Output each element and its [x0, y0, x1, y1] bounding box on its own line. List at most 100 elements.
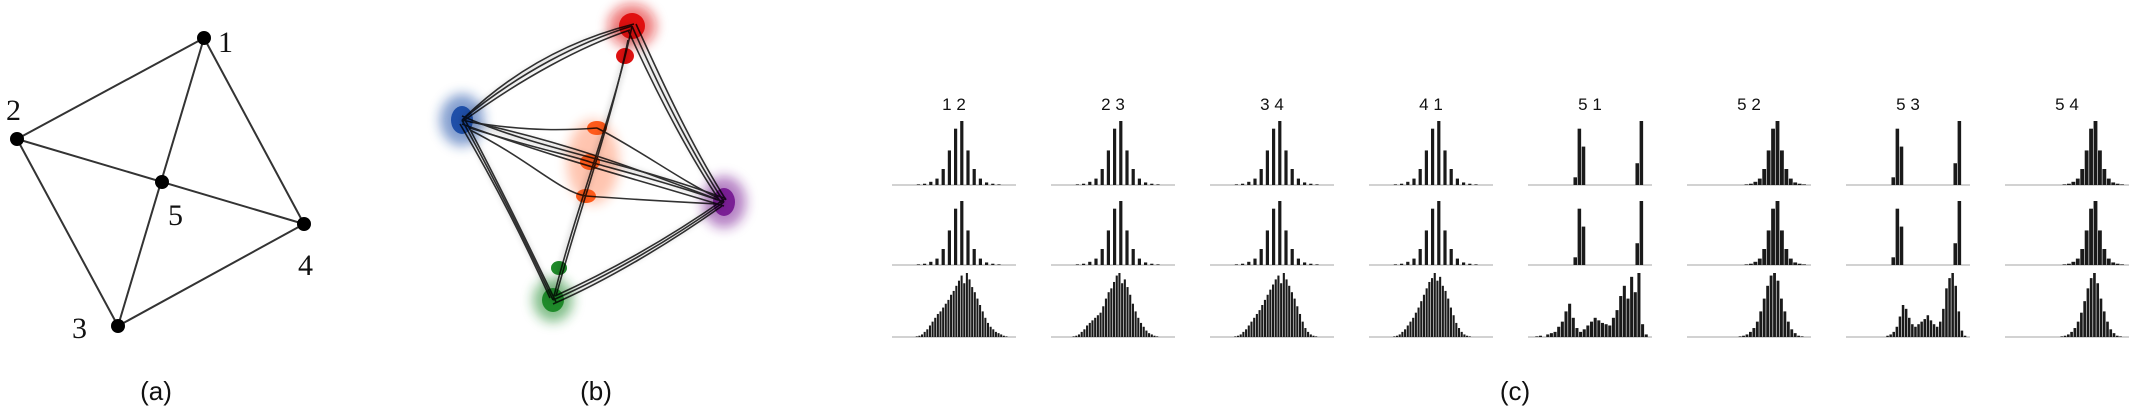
hist-bar — [1895, 208, 1900, 265]
hist-bar — [1288, 285, 1291, 337]
hist-bar — [1891, 177, 1895, 185]
hist-bar — [1094, 178, 1098, 185]
hist-bar — [1129, 294, 1132, 337]
hist-bar — [1131, 303, 1134, 337]
hist-bar — [966, 150, 970, 185]
hist-bar — [1742, 335, 1745, 337]
hist-bar — [981, 311, 984, 337]
graph-node-label-5: 5 — [168, 199, 183, 232]
hist-bar — [1290, 169, 1294, 185]
hist-bar — [1793, 182, 1798, 185]
hist-bar — [1762, 169, 1767, 185]
hist-bar — [1749, 331, 1752, 337]
hist-bar — [1437, 121, 1441, 185]
hist-bar — [2111, 182, 2116, 185]
hist-bar — [1793, 333, 1797, 337]
hist-bar — [1094, 317, 1097, 337]
edge-1-2 — [16, 37, 205, 140]
hist-bar — [1745, 334, 1749, 337]
panel-a-graph: 1 2 3 4 5 (a) — [6, 26, 313, 406]
hist-bar — [1253, 258, 1257, 265]
hist-bar — [915, 336, 918, 337]
hist-bar — [1239, 334, 1242, 337]
hist-bar — [1802, 264, 1806, 265]
hist-bar — [2098, 230, 2102, 265]
hist-bar — [1278, 121, 1282, 185]
hist-bar — [1443, 150, 1447, 185]
hist-bar — [1575, 328, 1579, 337]
pair-label-5-1: 5 1 — [1578, 95, 1602, 114]
hist-bar — [1400, 183, 1404, 185]
hist-bar — [934, 317, 937, 337]
hist-bar — [1121, 283, 1124, 337]
hist-bar — [2071, 181, 2076, 185]
hist-bar — [1608, 325, 1612, 337]
hist-bar — [1797, 335, 1801, 337]
hist-bar — [1118, 273, 1121, 337]
hist-bar — [2111, 262, 2116, 265]
hist-bar — [978, 258, 982, 265]
hist-bar — [1125, 150, 1129, 185]
graph-node-4 — [297, 217, 311, 231]
hist-bar — [1263, 299, 1267, 337]
graph-nodes — [10, 31, 311, 333]
hist-bar — [1474, 184, 1478, 185]
hist-bar — [994, 331, 997, 337]
hist-bar — [950, 294, 953, 337]
hist-bar — [1420, 301, 1423, 337]
hist-bar — [2120, 264, 2124, 265]
hist-bar — [1072, 336, 1075, 337]
hist-bar — [2120, 184, 2124, 185]
hist-bar — [976, 298, 979, 337]
hist-bar — [2075, 178, 2080, 185]
hist-bar — [1247, 261, 1251, 265]
graph-node-2 — [10, 132, 24, 146]
hist-bar — [1144, 182, 1148, 185]
hist-bar — [1086, 325, 1089, 337]
hist-bar — [952, 290, 955, 337]
hist-bar — [960, 121, 964, 185]
hist-bar — [1137, 317, 1140, 337]
panel-c-histograms: 1 2 2 3 3 4 4 1 5 1 5 2 5 3 5 4 (c) — [892, 95, 2129, 406]
hist-bar — [984, 317, 987, 337]
panel-a-caption: (a) — [140, 376, 172, 406]
hist-bar — [1783, 311, 1787, 337]
hist-bar — [1156, 184, 1160, 185]
hist-bar — [1935, 326, 1939, 337]
hist-bar — [1452, 315, 1455, 337]
hist-bar — [1100, 169, 1104, 185]
hist-bar — [929, 261, 933, 265]
hist-bar — [1895, 128, 1900, 185]
hist-bar — [954, 208, 958, 265]
hist-bar — [1637, 273, 1641, 337]
hist-bar — [1425, 288, 1428, 337]
hist-bar — [935, 258, 939, 265]
hist-bar — [1002, 335, 1005, 337]
hist-bar — [1266, 294, 1269, 337]
hist-bar — [1401, 331, 1404, 337]
hist-bar — [2070, 331, 2073, 337]
hist-bar — [1889, 334, 1892, 337]
hist-bar — [960, 201, 964, 265]
hist-bar — [1901, 305, 1905, 337]
hist-bar — [1156, 336, 1159, 337]
hist-bar — [1150, 334, 1153, 337]
hist-bar — [1418, 249, 1422, 265]
hist-bar — [1738, 336, 1742, 337]
hist-bar — [1560, 321, 1564, 337]
hist-bar — [1945, 288, 1948, 337]
hist-bar — [1766, 150, 1771, 185]
edge-2-3 — [16, 138, 119, 327]
hist-bar — [991, 263, 995, 265]
hist-bar — [1075, 335, 1078, 337]
pair-label-2-3: 2 3 — [1101, 95, 1125, 114]
hist-bar — [1265, 150, 1269, 185]
hist-bar — [1247, 325, 1250, 337]
hist-bar — [944, 303, 947, 337]
hist-bar — [985, 262, 989, 265]
hist-bar — [1005, 336, 1008, 337]
edge-3-4 — [117, 223, 305, 327]
hist-bar — [1113, 128, 1117, 185]
hist-bar — [1802, 184, 1806, 185]
